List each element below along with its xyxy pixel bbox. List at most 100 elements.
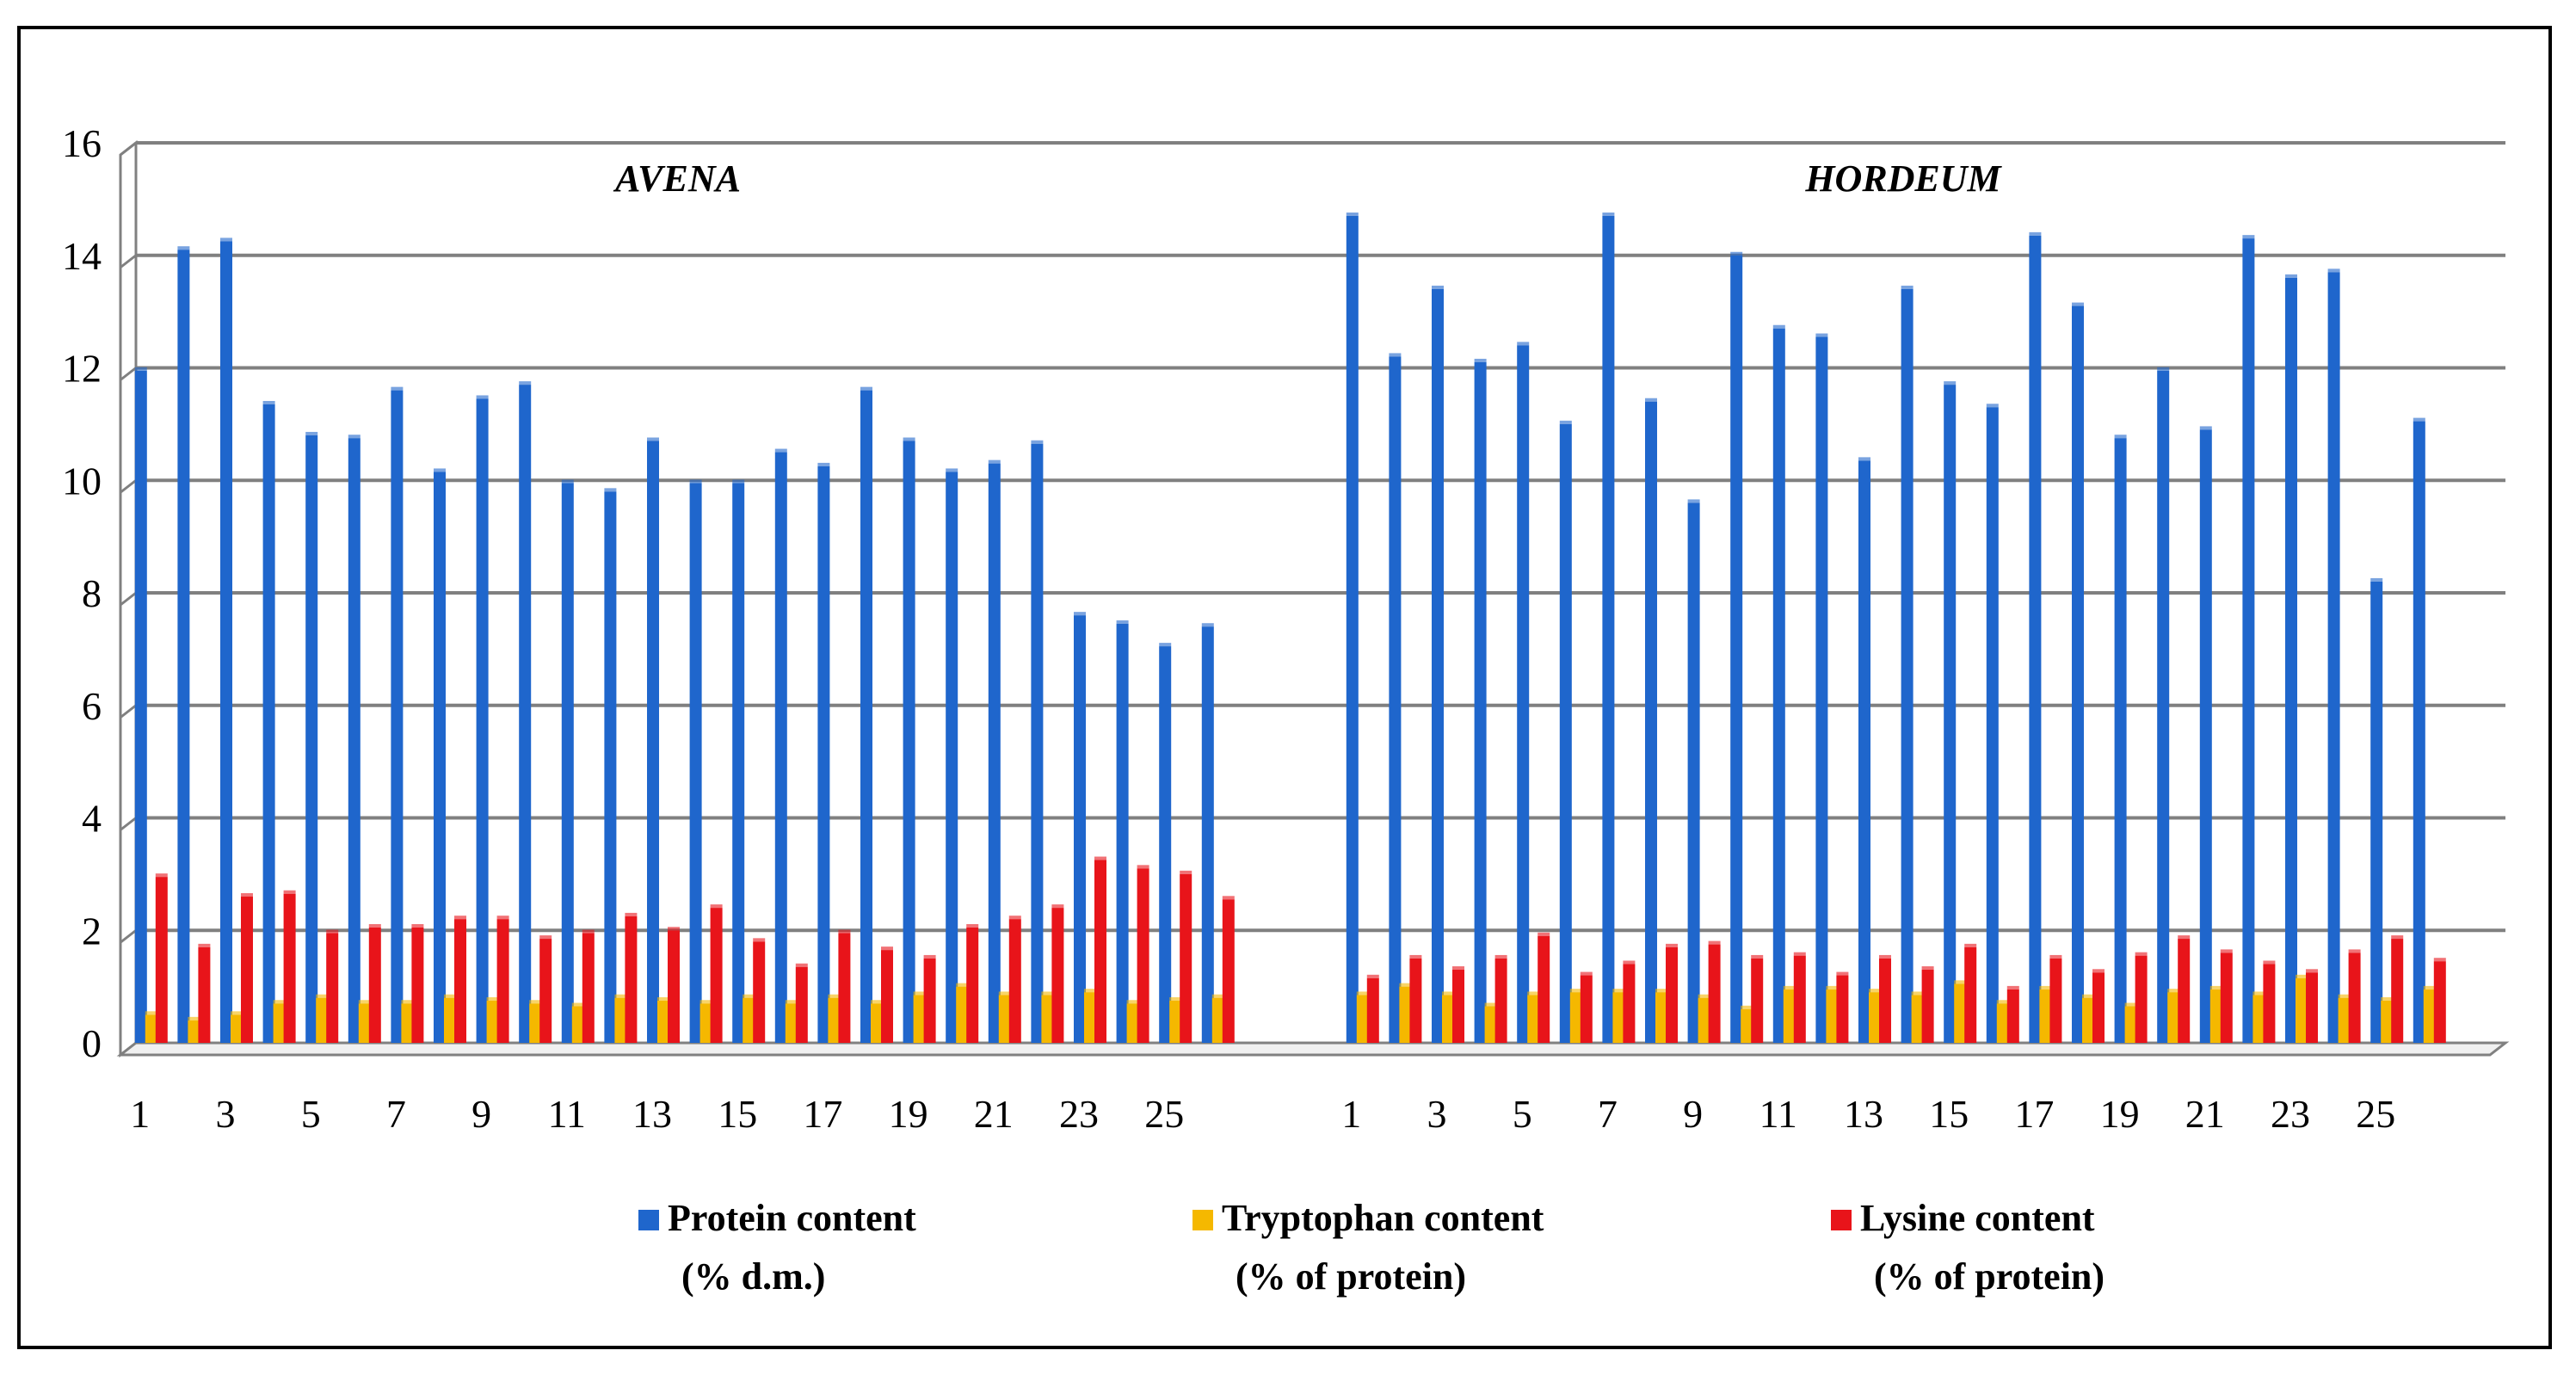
y-tick-label: 0 [82,1021,102,1065]
bar [753,941,766,1043]
bar [2306,972,2318,1043]
bar [1494,958,1507,1043]
bar [2220,953,2233,1043]
bar-top [1084,989,1096,993]
bar [2209,989,2222,1043]
bar [966,927,979,1043]
bar-top [1008,916,1021,920]
bar [241,897,253,1043]
bar [1442,995,1454,1043]
bar-top [231,1011,243,1015]
bar [486,1000,499,1043]
y-tick-label: 16 [62,121,102,165]
bar [358,1003,371,1043]
bar [732,483,745,1043]
bar [1366,977,1379,1043]
bar-top [241,893,253,897]
bar-top [1921,966,1934,971]
bar [155,877,168,1043]
bar-top [838,929,851,934]
bar-top [2167,989,2180,993]
bar-top [411,923,424,928]
bar [998,995,1011,1043]
bar [2006,989,2019,1043]
legend-swatch [1192,1210,1213,1230]
bar-top [1836,971,1849,976]
bar-top [571,1002,584,1007]
bar-top [1944,381,1957,385]
bar-top [1051,904,1064,909]
x-tick-label: 19 [889,1092,928,1136]
bar [2124,1006,2137,1043]
bar [946,472,958,1043]
bar-top [689,479,702,484]
bar-top [871,1000,883,1004]
bar [2423,989,2436,1043]
bar [1858,460,1870,1043]
bar-top [923,954,936,959]
bar-top [647,437,659,441]
bar [710,908,723,1043]
bar [604,491,617,1043]
bar [828,997,841,1043]
bar [785,1003,798,1043]
bar [1346,215,1359,1044]
group-label: AVENA [613,157,741,200]
bar-top [1346,212,1359,216]
bar [2413,421,2425,1043]
bar-top [1126,1000,1139,1004]
gridline-depth [120,479,137,494]
bar-top [1580,971,1593,976]
bar [956,986,969,1043]
bar [391,390,404,1043]
bar-top [145,1011,157,1015]
bar-top [1484,1002,1497,1007]
bar [348,438,361,1043]
bar [1751,958,1764,1043]
gridline-depth [120,254,137,268]
bar [1602,215,1615,1044]
bar [1041,995,1054,1043]
bar [188,1020,200,1043]
bar-top [1645,398,1657,402]
bar [1986,407,1999,1043]
bar-top [1180,870,1192,874]
bar-top [956,983,969,987]
bar-top [1612,989,1625,993]
bar [1180,873,1192,1043]
bar-top [881,946,893,951]
bar-top [743,994,755,998]
x-tick-label: 23 [2271,1092,2310,1136]
bar-top [2006,985,2019,990]
bar [2391,939,2404,1043]
bar [743,997,755,1043]
bar [145,1014,157,1043]
bar-top [2049,954,2062,959]
bar [444,997,456,1043]
bar-top [401,1000,414,1004]
y-tick-label: 2 [82,909,102,953]
bar [2029,235,2042,1043]
bar-top [2029,231,2042,236]
bar-top [2209,985,2222,990]
bar-top [2157,367,2170,371]
bar [1944,385,1957,1043]
bar [1159,646,1172,1043]
x-tick-label: 15 [718,1092,757,1136]
bar-top [2370,577,2383,582]
bar-top [1602,212,1615,216]
bar [1921,970,1934,1043]
bar [1211,997,1224,1043]
x-tick-label: 25 [1144,1092,1184,1136]
bar [134,370,147,1043]
bar-top [753,938,766,942]
bar-top [2199,426,2212,430]
bar [1869,992,1881,1043]
bar [1399,986,1412,1043]
gridline-depth [120,817,137,831]
bar [368,927,381,1043]
bar-top [2306,969,2318,973]
bar-top [903,437,915,441]
y-tick-label: 4 [82,797,102,841]
bar-top [454,916,466,920]
